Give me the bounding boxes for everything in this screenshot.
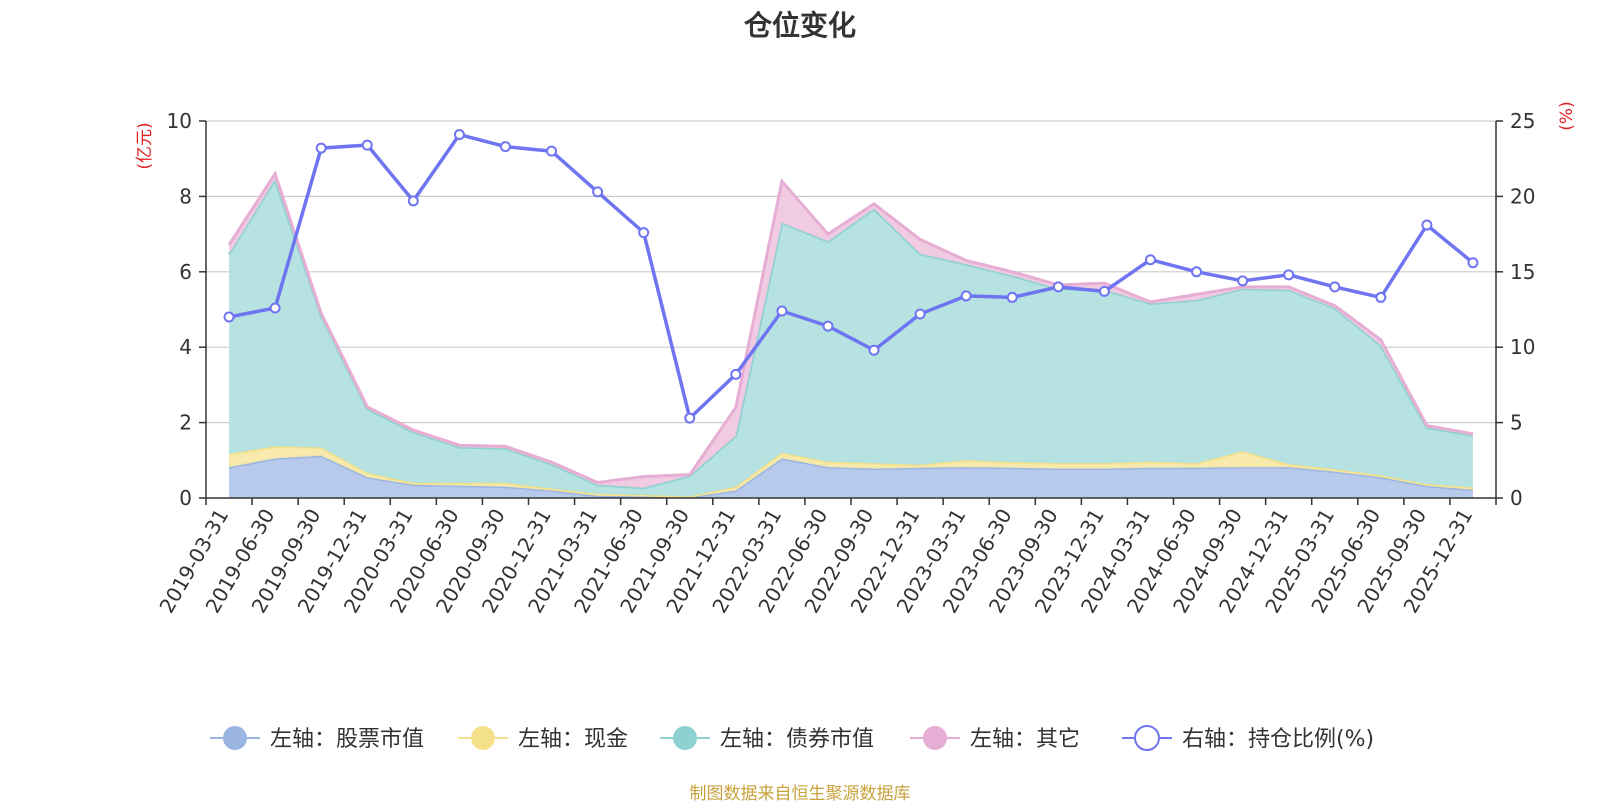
left-tick-label: 0	[179, 486, 192, 510]
ratio-point	[914, 308, 926, 320]
ratio-point	[822, 320, 834, 332]
right-tick-label: 0	[1510, 486, 1523, 510]
right-tick-label: 25	[1510, 109, 1535, 133]
area-edge	[227, 170, 1474, 485]
ratio-point	[592, 186, 604, 198]
right-tick-label: 5	[1510, 411, 1523, 435]
area-fill	[229, 455, 1473, 498]
legend-marker	[673, 726, 697, 750]
area-series	[227, 170, 1474, 499]
left-tick-label: 2	[179, 411, 192, 435]
legend-marker	[1134, 725, 1160, 751]
right-axis-unit: (%)	[1557, 101, 1577, 130]
left-axis-unit: (亿元)	[135, 122, 155, 169]
ratio-point	[1375, 291, 1387, 303]
right-tick-label: 20	[1510, 184, 1535, 208]
legend-item[interactable]: 左轴：债券市值	[660, 726, 874, 752]
ratio-point	[315, 142, 327, 154]
legend-label: 左轴：现金	[518, 727, 628, 752]
ratio-point	[1098, 285, 1110, 297]
legend-label: 左轴：其它	[970, 727, 1080, 752]
ratio-point	[1052, 281, 1064, 293]
ratio-point	[960, 290, 972, 302]
left-tick-label: 4	[179, 335, 192, 359]
ratio-point	[1191, 266, 1203, 278]
right-tick-label: 15	[1510, 260, 1535, 284]
data-source-footer: 制图数据来自恒生聚源数据库	[689, 784, 911, 804]
legend-marker	[223, 726, 247, 750]
ratio-point	[453, 129, 465, 141]
ratio-point	[730, 368, 742, 380]
ratio-point	[1467, 257, 1479, 269]
ratio-line	[228, 132, 1475, 422]
ratio-point	[1144, 254, 1156, 266]
right-tick-label: 10	[1510, 335, 1535, 359]
ratio-point	[868, 344, 880, 356]
ratio-point	[1006, 291, 1018, 303]
ratio-point	[684, 412, 696, 424]
legend-label: 左轴：股票市值	[270, 727, 424, 752]
legend-item[interactable]: 左轴：现金	[458, 726, 628, 752]
ratio-point	[546, 145, 558, 157]
legend-label: 左轴：债券市值	[720, 727, 874, 752]
left-tick-label: 8	[179, 184, 192, 208]
line-series	[223, 129, 1479, 424]
left-tick-label: 6	[179, 260, 192, 284]
ratio-point	[1421, 219, 1433, 231]
legend-item[interactable]: 左轴：股票市值	[210, 726, 424, 752]
ratio-point	[361, 139, 373, 151]
ratio-point	[638, 227, 650, 239]
legend-item[interactable]: 左轴：其它	[910, 726, 1080, 752]
ratio-point	[1283, 269, 1295, 281]
ratio-point	[407, 195, 419, 207]
chart-title: 仓位变化	[743, 9, 856, 42]
legend-marker	[923, 726, 947, 750]
legend: 左轴：股票市值 左轴：现金 左轴：债券市值 左轴：其它 右轴：持仓比例(%)	[210, 725, 1374, 752]
ratio-point	[1329, 281, 1341, 293]
left-tick-label: 10	[167, 109, 192, 133]
ratio-point	[776, 305, 788, 317]
ratio-point	[499, 141, 511, 153]
legend-label: 右轴：持仓比例(%)	[1182, 727, 1374, 752]
ratio-point	[269, 302, 281, 314]
ratio-point	[223, 311, 235, 323]
legend-marker	[471, 726, 495, 750]
legend-item[interactable]: 右轴：持仓比例(%)	[1122, 725, 1374, 752]
ratio-point	[1237, 275, 1249, 287]
